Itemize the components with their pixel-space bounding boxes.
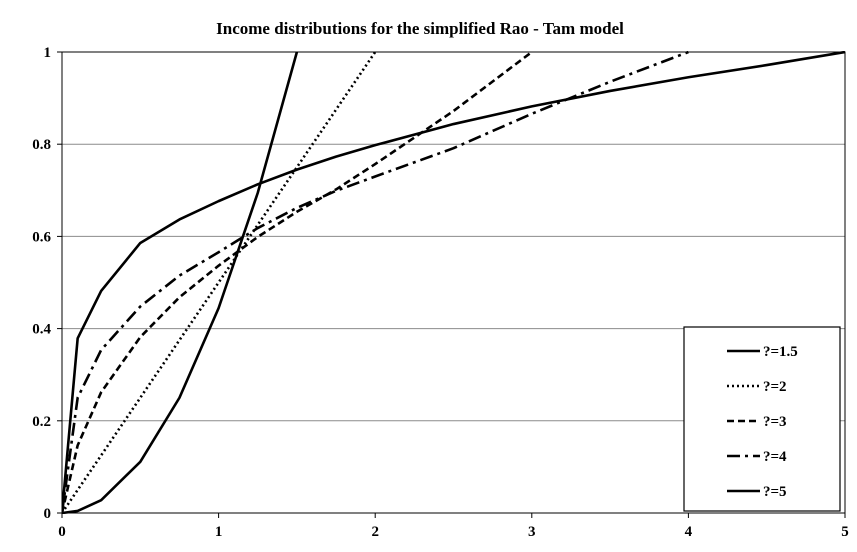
legend-label-1: ?=1.5 bbox=[763, 344, 798, 360]
axes: 0 0.2 0.4 0.6 0.8 1 0 1 2 3 4 5 bbox=[32, 45, 849, 540]
legend-label-2: ?=2 bbox=[763, 379, 787, 395]
legend-box bbox=[683, 326, 841, 512]
x-tick-label: 5 bbox=[841, 524, 849, 540]
legend-label-3: ?=3 bbox=[763, 414, 787, 430]
series-line-1 bbox=[62, 51, 845, 514]
legend: ?=1.5 ?=2 ?=3 ?=4 ?=5 bbox=[683, 326, 841, 512]
series-line-5 bbox=[62, 51, 299, 514]
legend-label-5: ?=5 bbox=[763, 484, 787, 500]
series-group bbox=[62, 51, 845, 514]
plot-area-frame bbox=[61, 51, 846, 514]
x-tick-label: 0 bbox=[58, 524, 66, 540]
y-tick-label: 0.8 bbox=[32, 137, 51, 153]
y-tick-label: 1 bbox=[44, 45, 52, 61]
x-tick-label: 2 bbox=[371, 524, 379, 540]
legend-label-4: ?=4 bbox=[763, 449, 787, 465]
x-tick-label: 1 bbox=[215, 524, 223, 540]
x-tick-label: 4 bbox=[685, 524, 693, 540]
x-tick-label: 3 bbox=[528, 524, 536, 540]
y-tick-label: 0.6 bbox=[32, 229, 51, 245]
y-tick-label: 0.2 bbox=[32, 414, 51, 430]
chart-title: Income distributions for the simplified … bbox=[216, 19, 624, 38]
series-line-4 bbox=[62, 51, 689, 514]
y-tick-label: 0 bbox=[44, 506, 52, 522]
y-tick-label: 0.4 bbox=[32, 322, 51, 338]
